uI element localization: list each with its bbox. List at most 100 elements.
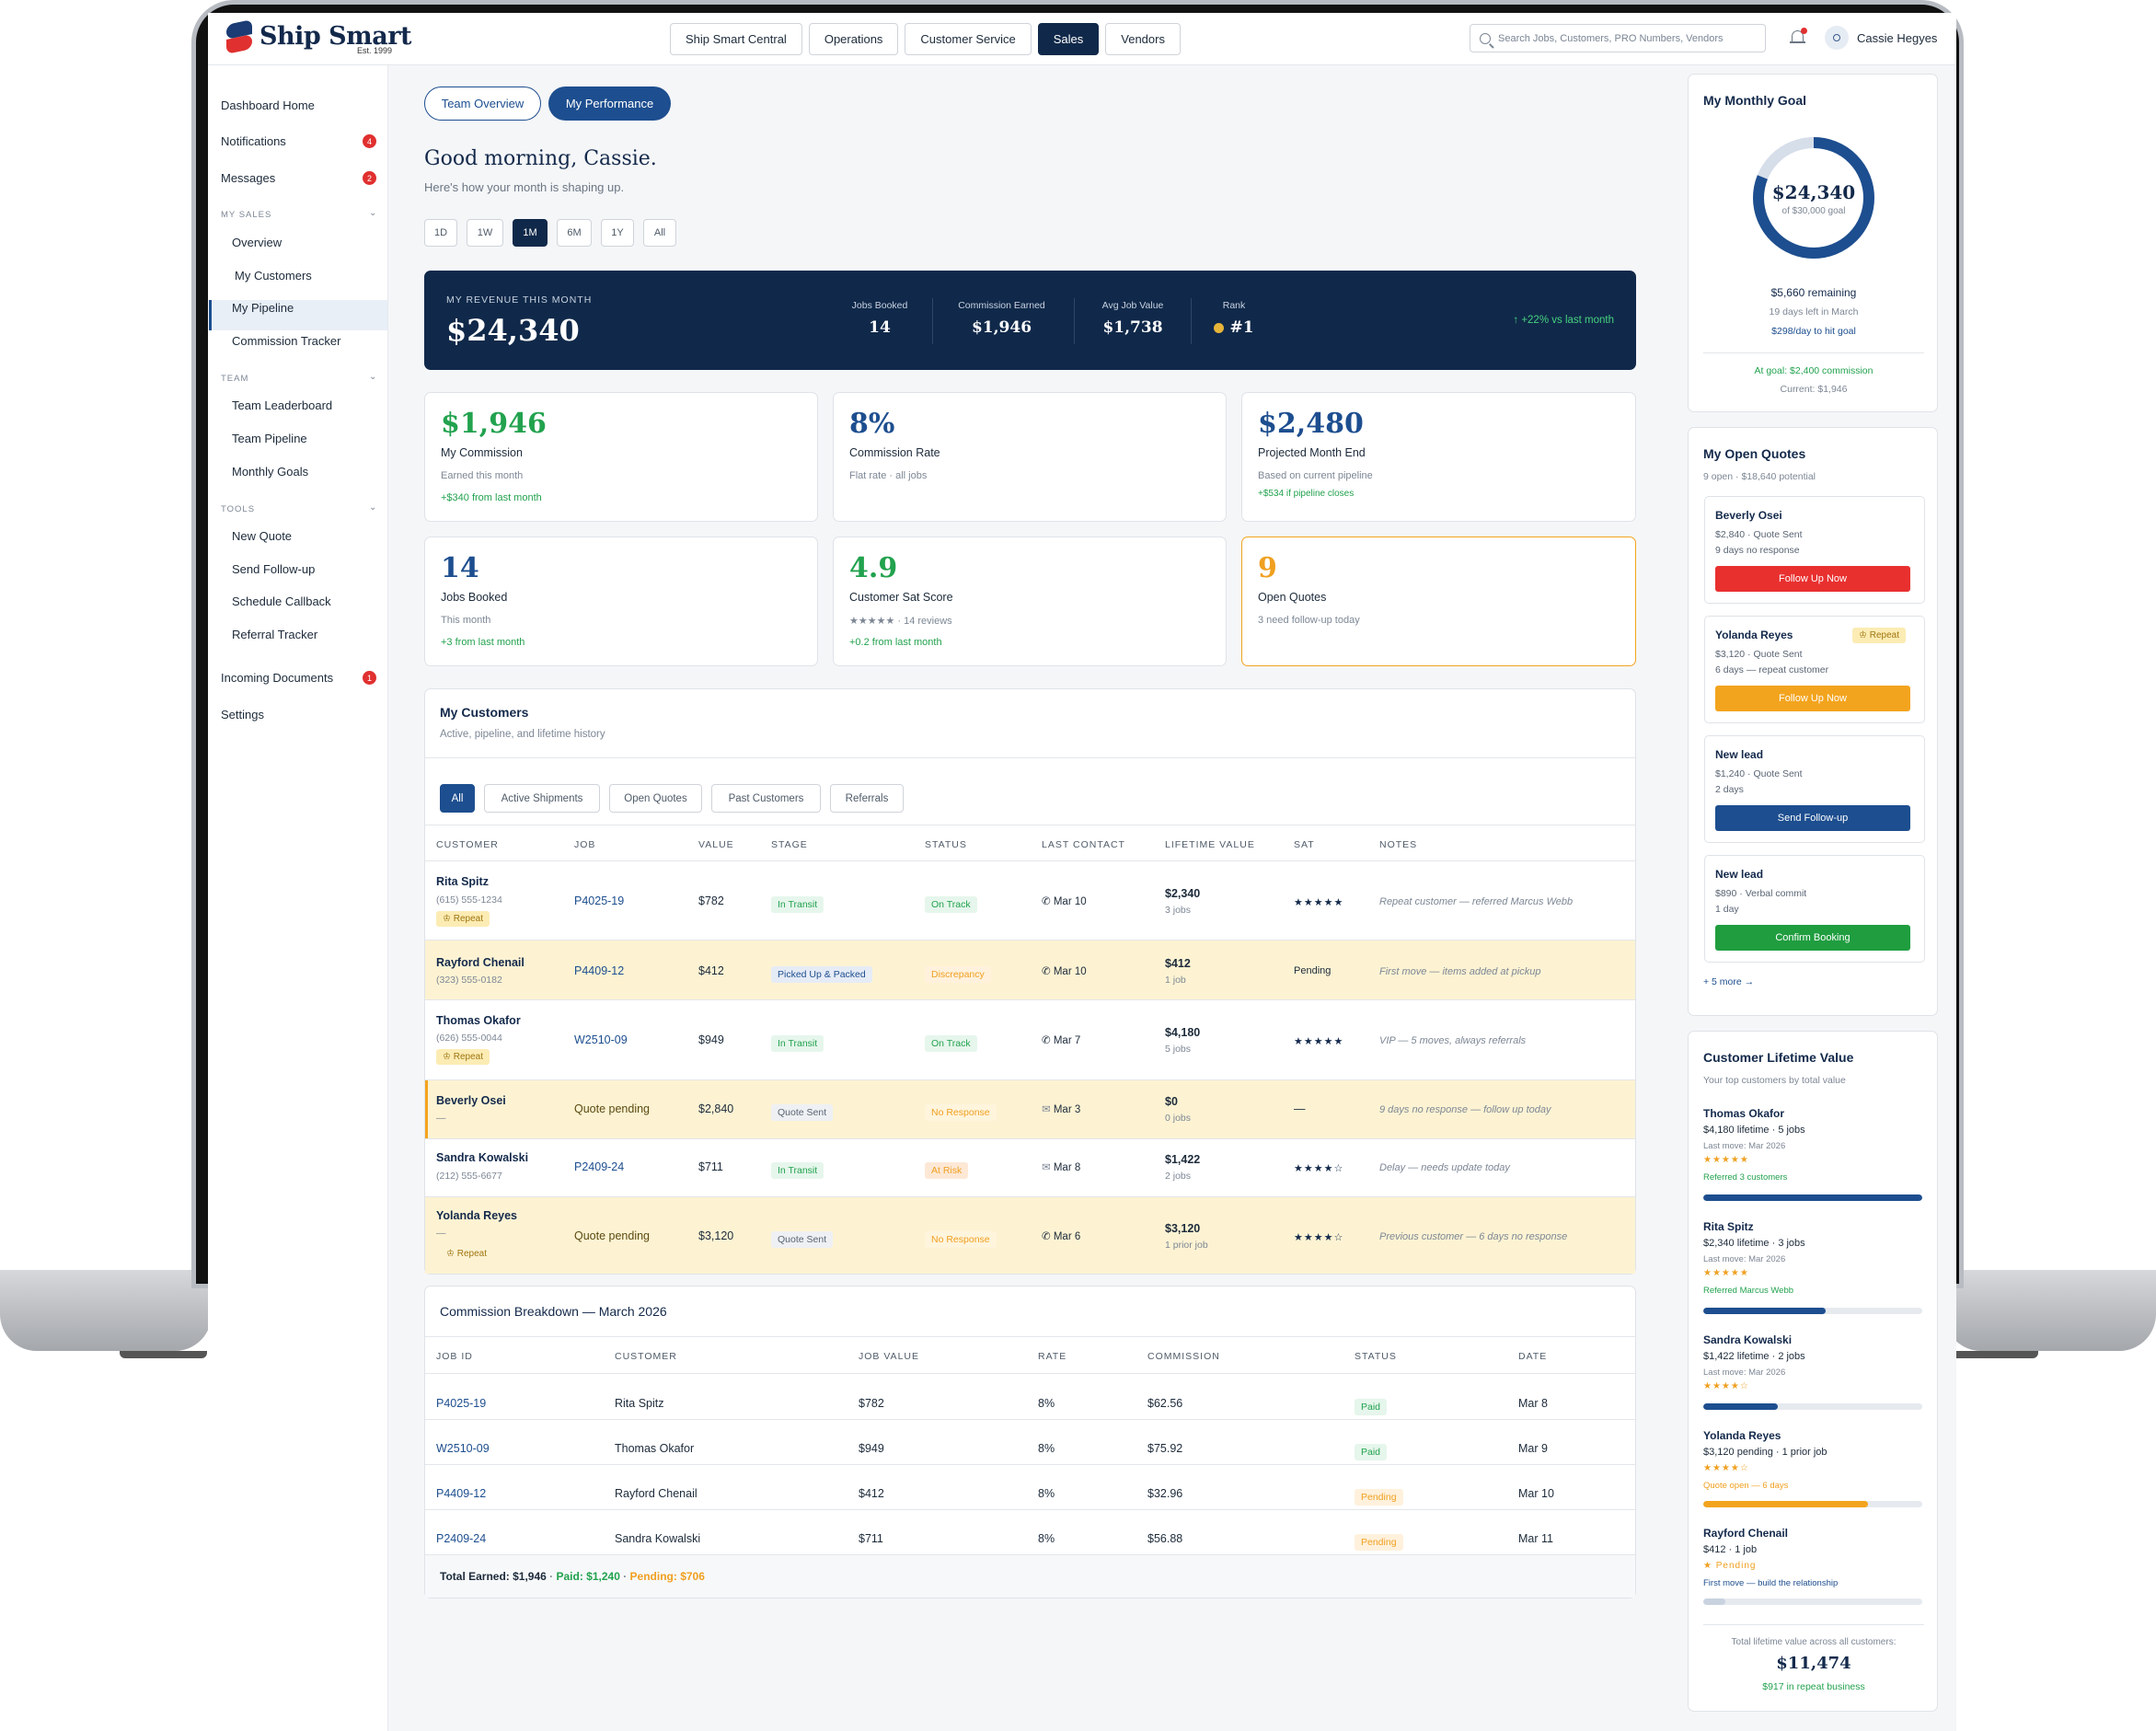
- chevron-down-icon[interactable]: ⌄: [369, 372, 377, 382]
- clv-bar: [1703, 1308, 1922, 1314]
- col-job-value[interactable]: JOB VALUE: [859, 1351, 919, 1362]
- sidebar-item-team-leaderboard[interactable]: Team Leaderboard: [232, 398, 333, 412]
- job-link[interactable]: P4025-19: [574, 894, 625, 907]
- filter-open-quotes[interactable]: Open Quotes: [609, 784, 702, 813]
- col-date[interactable]: DATE: [1518, 1351, 1548, 1362]
- job-link[interactable]: W2510-09: [574, 1033, 628, 1046]
- stage-badge: In Transit: [771, 1035, 824, 1052]
- search-input[interactable]: Search Jobs, Customers, PRO Numbers, Ven…: [1470, 24, 1766, 52]
- tab-customer-service[interactable]: Customer Service: [905, 23, 1032, 55]
- clv-subtitle: Your top customers by total value: [1703, 1075, 1846, 1086]
- tab-my-performance[interactable]: My Performance: [548, 87, 671, 121]
- range-1w[interactable]: 1W: [467, 219, 503, 247]
- filter-past-customers[interactable]: Past Customers: [711, 784, 821, 813]
- col-lifetime-value[interactable]: LIFETIME VALUE: [1165, 839, 1255, 850]
- goal-current: $24,340: [1771, 181, 1856, 203]
- tab-sales[interactable]: Sales: [1037, 23, 1100, 55]
- sidebar-item-schedule-callback[interactable]: Schedule Callback: [232, 594, 331, 608]
- job-link[interactable]: P2409-24: [574, 1160, 625, 1173]
- range-1y[interactable]: 1Y: [601, 219, 634, 247]
- sidebar-item-referral-tracker[interactable]: Referral Tracker: [232, 628, 318, 641]
- col-status[interactable]: STATUS: [1355, 1351, 1397, 1362]
- sidebar-item-notifications[interactable]: Notifications: [221, 134, 286, 148]
- status-badge: At Risk: [925, 1162, 969, 1179]
- customer-name[interactable]: Yolanda Reyes: [436, 1209, 518, 1222]
- sidebar-item-my-pipeline[interactable]: My Pipeline: [232, 301, 294, 315]
- sidebar-item-team-pipeline[interactable]: Team Pipeline: [232, 432, 307, 445]
- filter-all[interactable]: All: [440, 784, 475, 813]
- customer-name[interactable]: Rayford Chenail: [436, 956, 525, 969]
- tab-vendors[interactable]: Vendors: [1105, 23, 1181, 55]
- follow-up-button[interactable]: Follow Up Now: [1715, 686, 1910, 711]
- customer-phone: (212) 555-6677: [436, 1171, 502, 1182]
- quote-card[interactable]: New lead $1,240 · Quote Sent 2 days Send…: [1704, 735, 1925, 843]
- col-sat[interactable]: SAT: [1294, 839, 1315, 850]
- job-value: $412: [859, 1487, 884, 1500]
- sidebar-item-settings[interactable]: Settings: [221, 708, 264, 721]
- quote-card[interactable]: Beverly Osei $2,840 · Quote Sent 9 days …: [1704, 496, 1925, 604]
- col-customer[interactable]: CUSTOMER: [436, 839, 499, 850]
- sidebar-item-send-followup[interactable]: Send Follow-up: [232, 562, 316, 576]
- quote-name: New lead: [1715, 868, 1764, 881]
- range-1d[interactable]: 1D: [424, 219, 457, 247]
- col-commission[interactable]: COMMISSION: [1147, 1351, 1220, 1362]
- send-follow-up-button[interactable]: Send Follow-up: [1715, 805, 1910, 831]
- quote-card[interactable]: Yolanda Reyes ♔ Repeat $3,120 · Quote Se…: [1704, 616, 1925, 723]
- job-id-link[interactable]: W2510-09: [436, 1442, 490, 1455]
- tab-team-overview[interactable]: Team Overview: [424, 87, 541, 121]
- follow-up-button[interactable]: Follow Up Now: [1715, 566, 1910, 592]
- col-rate[interactable]: RATE: [1038, 1351, 1067, 1362]
- filter-referrals[interactable]: Referrals: [830, 784, 904, 813]
- sidebar-item-dashboard[interactable]: Dashboard Home: [221, 98, 315, 112]
- range-all[interactable]: All: [643, 219, 676, 247]
- confirm-booking-button[interactable]: Confirm Booking: [1715, 925, 1910, 951]
- commission-title: Commission Breakdown — March 2026: [440, 1304, 667, 1319]
- col-value[interactable]: VALUE: [698, 839, 734, 850]
- col-job[interactable]: JOB: [574, 839, 596, 850]
- customer-note: 9 days no response — follow up today: [1379, 1104, 1551, 1115]
- tab-ship-smart-central[interactable]: Ship Smart Central: [670, 23, 802, 55]
- job-id-link[interactable]: P2409-24: [436, 1532, 487, 1545]
- col-job-id[interactable]: JOB ID: [436, 1351, 473, 1362]
- user-avatar-icon[interactable]: [1825, 26, 1849, 50]
- monthly-goal-panel: My Monthly Goal $24,340 of $30,000 goal …: [1688, 74, 1938, 412]
- chevron-down-icon[interactable]: ⌄: [369, 502, 377, 513]
- status-badge: On Track: [925, 896, 977, 913]
- job-id-link[interactable]: P4025-19: [436, 1397, 487, 1410]
- customer-name[interactable]: Thomas Okafor: [436, 1014, 521, 1027]
- sidebar-item-overview[interactable]: Overview: [232, 236, 282, 249]
- col-stage[interactable]: STAGE: [771, 839, 808, 850]
- job-value: $949: [698, 1033, 724, 1046]
- sidebar-item-my-customers[interactable]: My Customers: [235, 269, 312, 283]
- sidebar-item-monthly-goals[interactable]: Monthly Goals: [232, 465, 309, 479]
- customer-name[interactable]: Rita Spitz: [436, 875, 489, 888]
- customer-name[interactable]: Beverly Osei: [436, 1094, 506, 1107]
- range-6m[interactable]: 6M: [557, 219, 592, 247]
- quote-card[interactable]: New lead $890 · Verbal commit 1 day Conf…: [1704, 855, 1925, 963]
- sidebar-item-messages[interactable]: Messages: [221, 171, 276, 185]
- sidebar-item-incoming-documents[interactable]: Incoming Documents: [221, 671, 334, 685]
- customer-name[interactable]: Sandra Kowalski: [436, 1151, 529, 1164]
- job-id-link[interactable]: P4409-12: [436, 1487, 487, 1500]
- user-name[interactable]: Cassie Hegyes: [1857, 31, 1938, 45]
- filter-active-shipments[interactable]: Active Shipments: [484, 784, 600, 813]
- phone-icon: ✆: [1042, 896, 1054, 907]
- sidebar-item-commission-tracker[interactable]: Commission Tracker: [232, 334, 341, 348]
- sidebar-item-new-quote[interactable]: New Quote: [232, 529, 293, 543]
- col-last-contact[interactable]: LAST CONTACT: [1042, 839, 1125, 850]
- bell-icon[interactable]: [1789, 28, 1807, 48]
- ship-smart-logo-icon: [226, 19, 252, 54]
- sat-stars: ★★★★☆: [1294, 1232, 1344, 1243]
- more-quotes-link[interactable]: + 5 more →: [1703, 976, 1755, 987]
- col-status[interactable]: STATUS: [925, 839, 967, 850]
- job-link[interactable]: P4409-12: [574, 964, 625, 977]
- col-notes[interactable]: NOTES: [1379, 839, 1418, 850]
- col-customer[interactable]: CUSTOMER: [615, 1351, 677, 1362]
- range-1m[interactable]: 1M: [513, 219, 548, 247]
- card-open-quotes[interactable]: 9 Open Quotes 3 need follow-up today: [1241, 537, 1636, 666]
- brand-logo[interactable]: Ship Smart: [226, 19, 411, 54]
- divider: [425, 999, 1635, 1000]
- tab-operations[interactable]: Operations: [808, 23, 899, 55]
- chevron-down-icon[interactable]: ⌄: [369, 208, 377, 218]
- phone-icon: ✆: [1042, 1035, 1054, 1046]
